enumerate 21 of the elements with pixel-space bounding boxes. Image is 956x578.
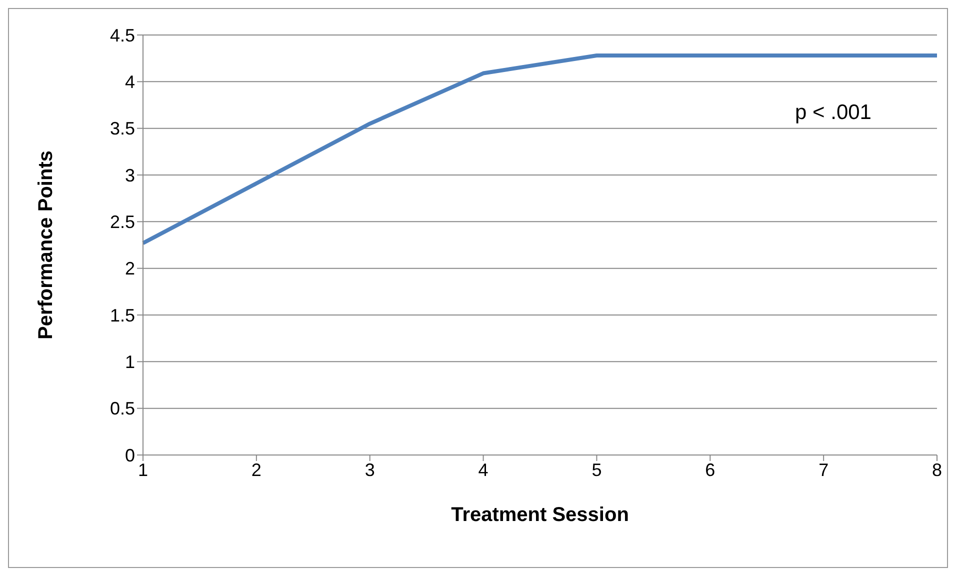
y-tick-label: 1.5 xyxy=(110,305,135,326)
y-tick-label: 3.5 xyxy=(110,118,135,139)
y-tick-label: 1 xyxy=(124,352,135,372)
x-tick-label: 7 xyxy=(818,460,829,480)
y-tick-label: 4 xyxy=(124,72,135,92)
y-tick-label: 3 xyxy=(124,165,135,186)
y-tick-label: 2.5 xyxy=(110,212,135,232)
x-tick-label: 1 xyxy=(138,460,148,480)
y-tick-label: 0.5 xyxy=(110,398,135,419)
x-tick-label: 5 xyxy=(592,460,602,480)
y-tick-label: 0 xyxy=(124,445,135,466)
x-tick-label: 3 xyxy=(364,460,375,480)
x-tick-label: 4 xyxy=(478,460,488,480)
y-tick-label: 2 xyxy=(124,258,135,279)
x-tick-label: 6 xyxy=(705,460,716,480)
annotation: p < .001 xyxy=(795,101,872,125)
x-tick-label: 2 xyxy=(251,460,262,480)
x-axis-title: Treatment Session xyxy=(451,504,629,526)
y-tick-label: 4.5 xyxy=(110,25,135,46)
y-axis-title: Performance Points xyxy=(35,150,58,340)
x-tick-label: 8 xyxy=(932,460,942,480)
